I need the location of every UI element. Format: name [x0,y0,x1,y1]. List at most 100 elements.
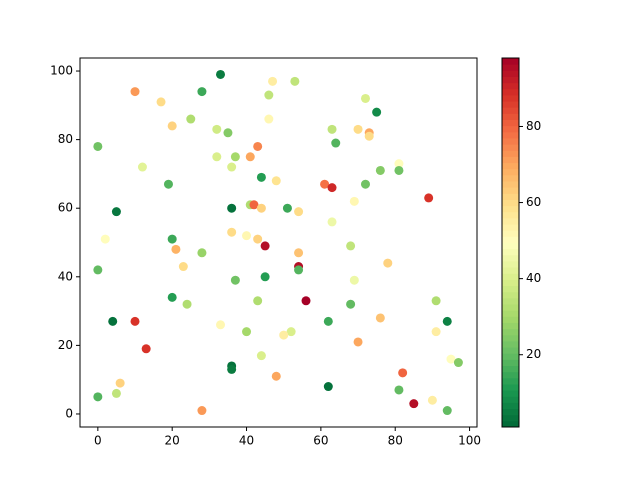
colorbar-slice [502,365,519,373]
point [271,371,281,381]
colorbar-slice [502,137,519,145]
point [409,399,419,409]
point [93,141,103,151]
point [178,262,188,272]
colorbar-slice [502,58,519,65]
point [327,217,337,227]
x-tick-label: 60 [313,434,328,448]
colorbar-tick-label: 80 [526,119,541,133]
point [394,385,404,395]
point [294,207,304,217]
colorbar-frame [501,57,520,428]
point [323,316,333,326]
plot-frame [79,57,478,428]
point [253,296,263,306]
colorbar-slice [502,144,519,151]
point [93,265,103,275]
point [156,97,166,107]
point [216,320,226,330]
colorbar-slice [502,260,519,268]
colorbar-slice [502,150,519,157]
colorbar-slice [502,297,519,305]
point [290,76,300,86]
colorbar-slice [502,193,519,200]
point [137,162,147,172]
point [182,299,192,309]
colorbar-slice [502,334,519,342]
point [216,69,226,79]
point [442,316,452,326]
colorbar-slice [502,162,519,170]
colorbar-slice [502,359,519,366]
colorbar-slice [502,396,519,403]
colorbar-slice [502,101,519,108]
point [111,207,121,217]
colorbar-slice [502,119,519,127]
point [431,327,441,337]
point [227,162,237,172]
point [372,107,382,117]
colorbar-slice [502,211,519,219]
point [212,124,222,134]
colorbar-slice [502,322,519,330]
point [398,368,408,378]
point [294,265,304,275]
y-tick-label: 80 [58,132,73,146]
point [323,382,333,392]
colorbar-slice [502,174,519,182]
point [249,200,259,210]
colorbar-tick-label: 40 [526,271,541,285]
point [286,327,296,337]
colorbar-slice [502,156,519,164]
colorbar-slice [502,88,519,96]
colorbar-slice [502,273,519,280]
colorbar-slice [502,236,519,243]
colorbar-slice [502,217,519,225]
colorbar-slice [502,224,519,231]
point [227,227,237,237]
colorbar-slice [502,131,519,139]
point [327,183,337,193]
colorbar-slice [502,377,519,385]
colorbar-slice [502,64,519,71]
point [268,76,278,86]
colorbar-slice [502,285,519,293]
point [256,203,266,213]
point [260,241,270,251]
point [282,203,292,213]
point [141,344,151,354]
x-tick-label: 40 [239,434,254,448]
y-tick-label: 60 [58,201,73,215]
point [301,296,311,306]
colorbar-slice [502,408,519,416]
colorbar-slice [502,107,519,114]
point [167,292,177,302]
point [320,179,330,189]
colorbar-slice [502,402,519,410]
point [375,313,385,323]
colorbar-slice [502,125,519,133]
x-tick-label: 0 [94,434,102,448]
point [271,176,281,186]
point [227,364,237,374]
colorbar-slice [502,340,519,348]
point [227,203,237,213]
point [427,395,437,405]
point [130,316,140,326]
point [230,152,240,162]
point [364,131,374,141]
colorbar-slice [502,70,519,77]
colorbar-slice [502,420,519,428]
point [346,241,356,251]
point [264,114,274,124]
point [294,248,304,258]
point [383,258,393,268]
y-tick-label: 100 [50,64,73,78]
point [349,275,359,285]
point [197,406,207,416]
colorbar-slice [502,181,519,188]
colorbar-slice [502,82,519,90]
colorbar-slice [502,76,519,84]
point [349,196,359,206]
x-tick-label: 100 [458,434,481,448]
